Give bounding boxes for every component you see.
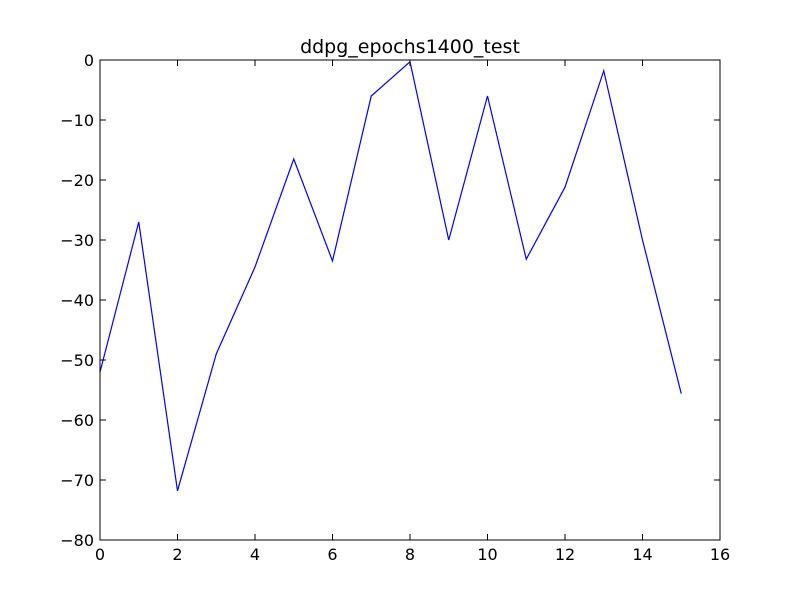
y-tick-label: −20 — [60, 171, 94, 190]
chart-title: ddpg_epochs1400_test — [300, 36, 520, 58]
y-tick-label: −60 — [60, 411, 94, 430]
y-axis: 0 −10 −20 −30 −40 −50 −60 −70 −80 — [60, 51, 720, 550]
plot-area — [100, 60, 720, 540]
x-tick-label: 4 — [250, 545, 260, 564]
x-tick-label: 12 — [555, 545, 575, 564]
plot-frame — [99, 59, 721, 541]
x-tick-label: 14 — [632, 545, 652, 564]
series-line — [99, 60, 682, 491]
y-tick-label: −50 — [60, 351, 94, 370]
y-tick-label: −70 — [60, 471, 94, 490]
x-tick-label: 2 — [172, 545, 182, 564]
series-layer — [99, 60, 682, 491]
y-tick-label: −30 — [60, 231, 94, 250]
x-axis: 0 2 4 6 8 10 12 14 16 — [95, 60, 730, 564]
x-tick-label: 10 — [477, 545, 497, 564]
x-tick-label: 6 — [327, 545, 337, 564]
y-tick-label: −80 — [60, 531, 94, 550]
y-tick-label: 0 — [84, 51, 94, 70]
x-tick-label: 16 — [710, 545, 730, 564]
y-tick-label: −10 — [60, 111, 94, 130]
y-tick-label: −40 — [60, 291, 94, 310]
x-tick-label: 8 — [405, 545, 415, 564]
x-tick-label: 0 — [95, 545, 105, 564]
